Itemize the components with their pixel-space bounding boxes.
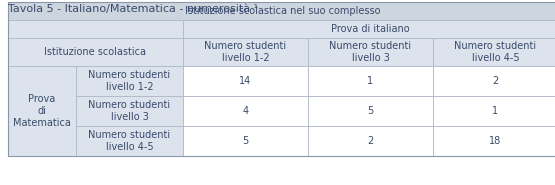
- Text: 5: 5: [367, 106, 374, 116]
- FancyBboxPatch shape: [8, 66, 76, 156]
- FancyBboxPatch shape: [308, 66, 433, 96]
- FancyBboxPatch shape: [183, 38, 308, 66]
- Text: Prova
di
Matematica: Prova di Matematica: [13, 94, 71, 128]
- FancyBboxPatch shape: [183, 66, 308, 96]
- Text: Numero studenti
livello 1-2: Numero studenti livello 1-2: [204, 41, 286, 63]
- Text: Numero studenti
livello 3: Numero studenti livello 3: [88, 100, 170, 122]
- FancyBboxPatch shape: [183, 96, 308, 126]
- FancyBboxPatch shape: [8, 20, 183, 38]
- FancyBboxPatch shape: [433, 66, 555, 96]
- Text: 1: 1: [492, 106, 498, 116]
- Text: 1: 1: [367, 76, 374, 86]
- Text: Istituzione scolastica: Istituzione scolastica: [44, 47, 147, 57]
- FancyBboxPatch shape: [433, 38, 555, 66]
- Text: 4: 4: [243, 106, 249, 116]
- FancyBboxPatch shape: [308, 96, 433, 126]
- Text: Prova di italiano: Prova di italiano: [331, 24, 410, 34]
- FancyBboxPatch shape: [308, 126, 433, 156]
- FancyBboxPatch shape: [183, 126, 308, 156]
- Text: Tavola 5 - Italiano/Matematica - numerosità ¹: Tavola 5 - Italiano/Matematica - numeros…: [8, 4, 258, 14]
- FancyBboxPatch shape: [76, 96, 183, 126]
- FancyBboxPatch shape: [76, 126, 183, 156]
- Text: 2: 2: [492, 76, 498, 86]
- FancyBboxPatch shape: [183, 20, 555, 38]
- FancyBboxPatch shape: [308, 38, 433, 66]
- FancyBboxPatch shape: [433, 96, 555, 126]
- FancyBboxPatch shape: [76, 66, 183, 96]
- FancyBboxPatch shape: [433, 126, 555, 156]
- Text: Istituzione scolastica nel suo complesso: Istituzione scolastica nel suo complesso: [185, 6, 381, 16]
- Text: 5: 5: [243, 136, 249, 146]
- FancyBboxPatch shape: [8, 38, 183, 66]
- Text: 14: 14: [239, 76, 251, 86]
- Text: Numero studenti
livello 4-5: Numero studenti livello 4-5: [455, 41, 537, 63]
- Text: Numero studenti
livello 3: Numero studenti livello 3: [330, 41, 412, 63]
- FancyBboxPatch shape: [8, 2, 555, 20]
- Text: Numero studenti
livello 4-5: Numero studenti livello 4-5: [88, 130, 170, 152]
- Text: Numero studenti
livello 1-2: Numero studenti livello 1-2: [88, 70, 170, 92]
- Text: 2: 2: [367, 136, 374, 146]
- Text: 18: 18: [490, 136, 502, 146]
